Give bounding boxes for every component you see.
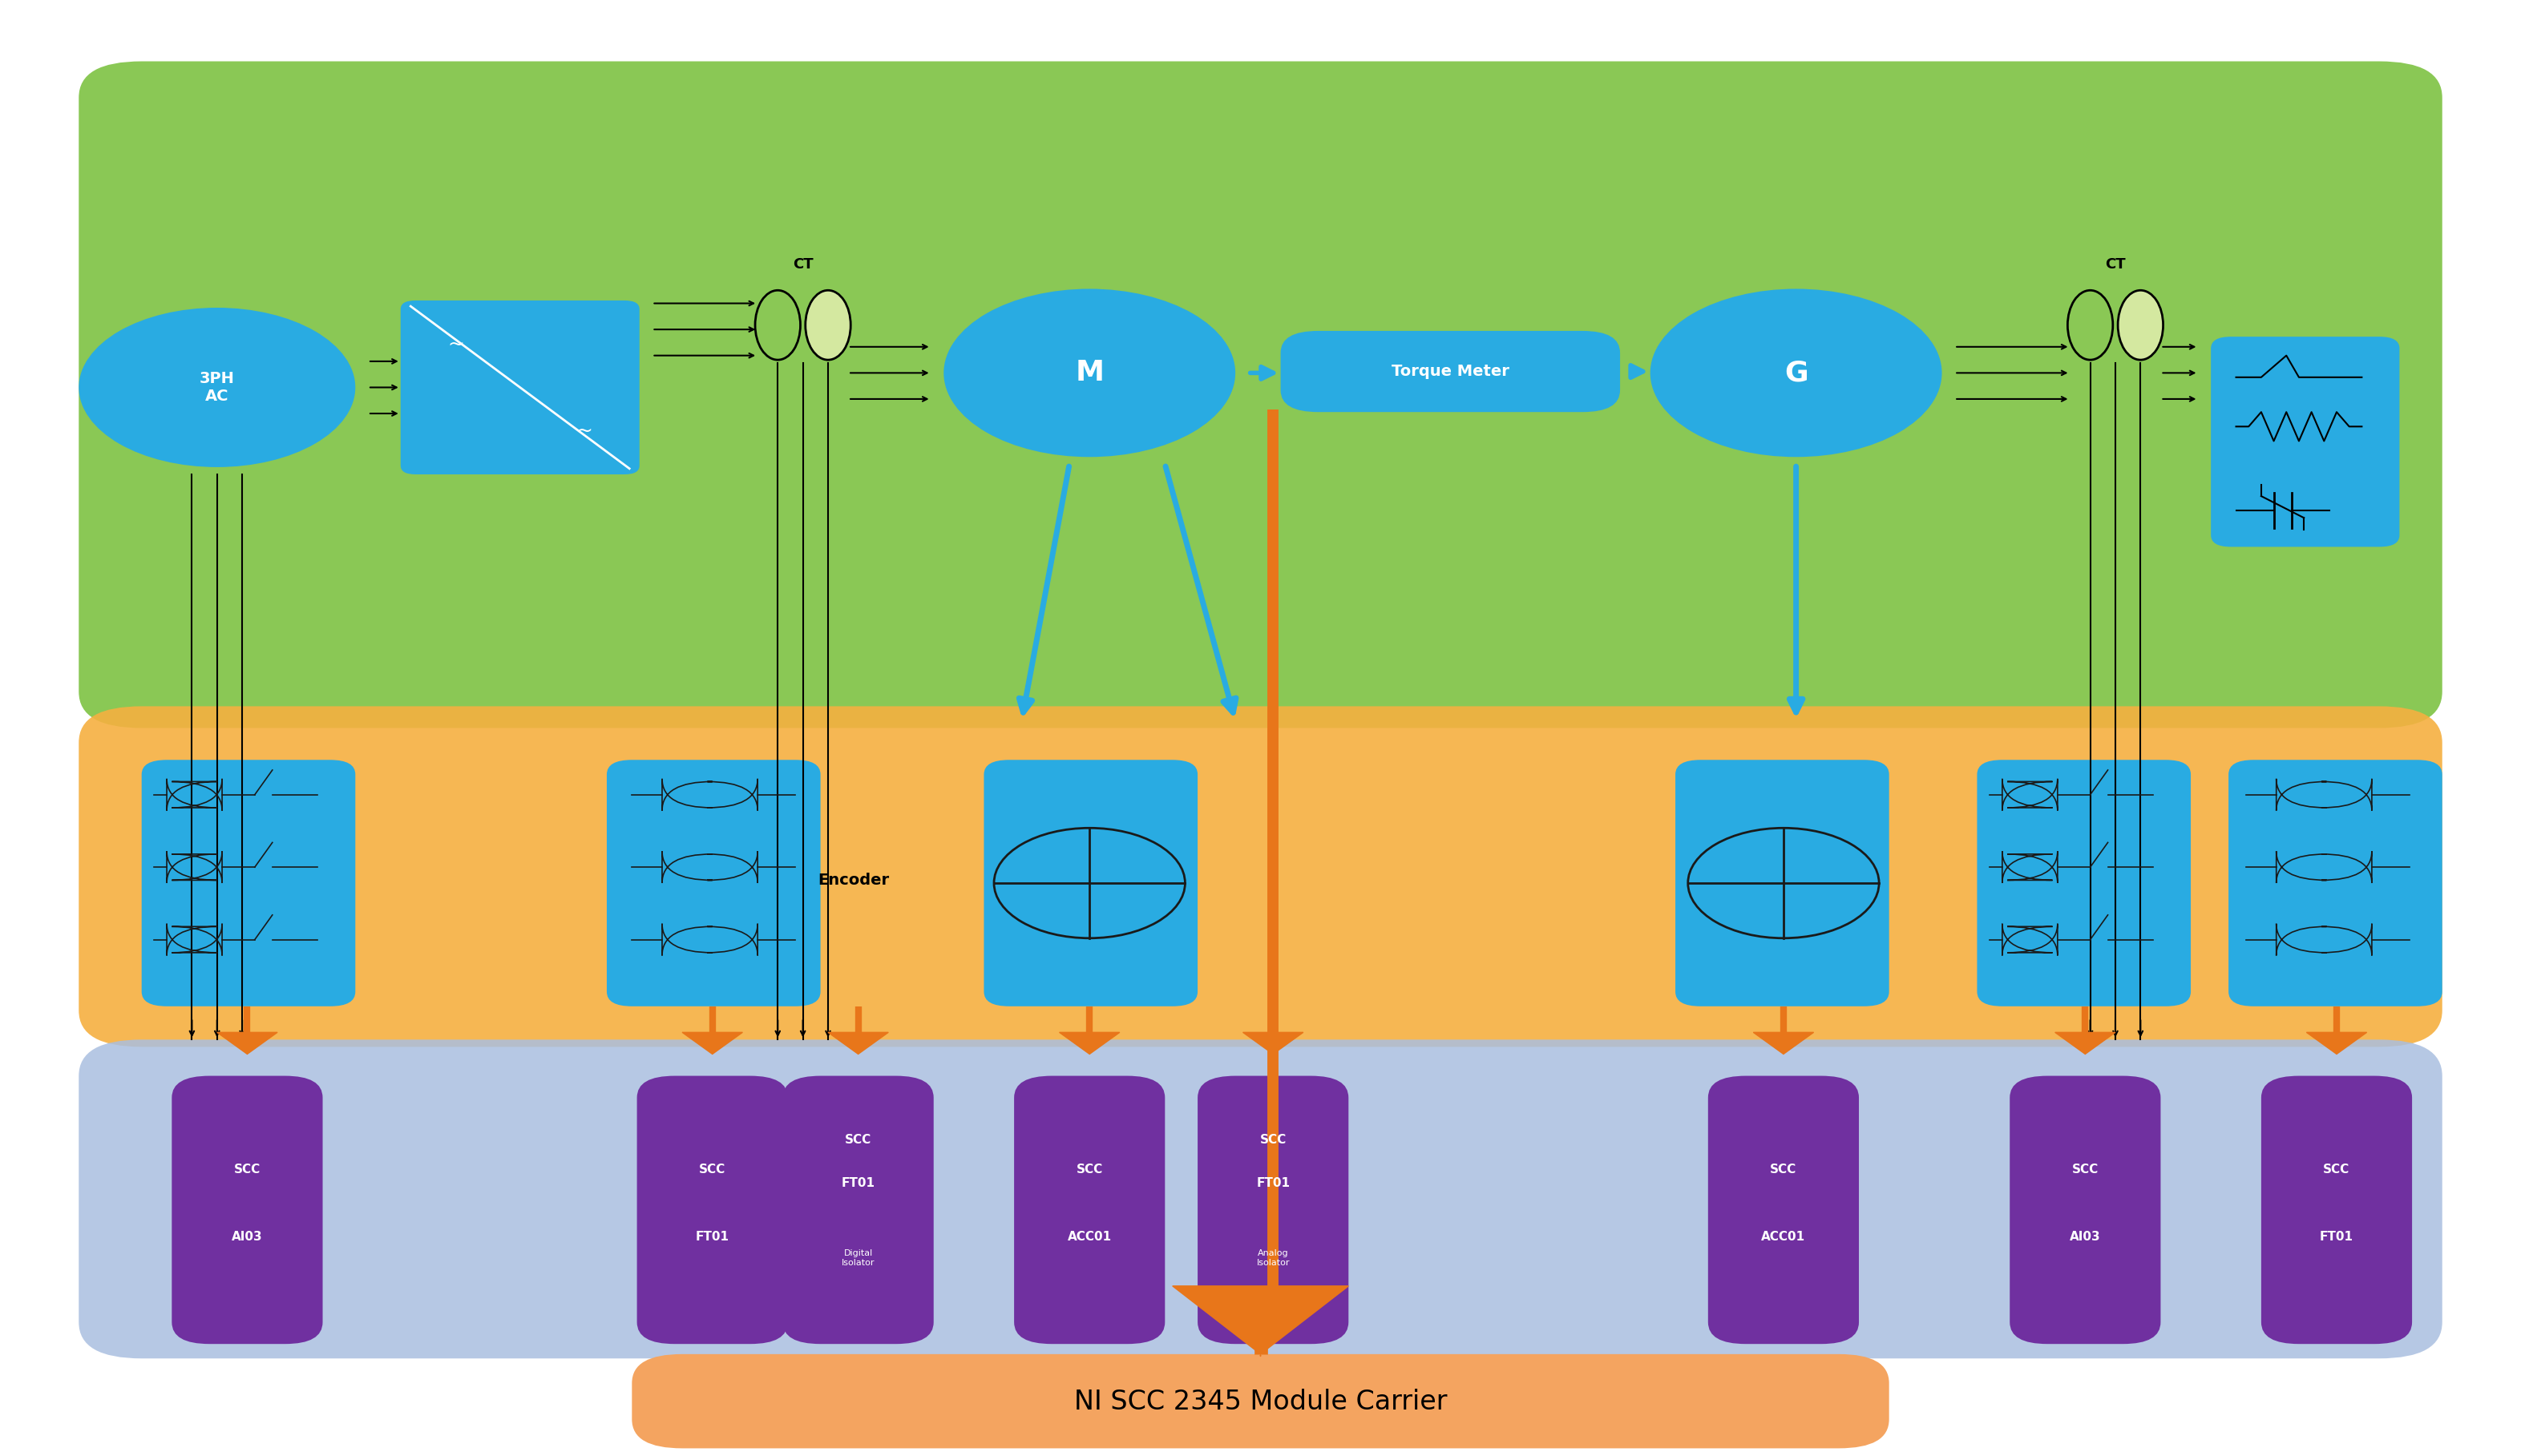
FancyBboxPatch shape (1676, 760, 1888, 1006)
Circle shape (943, 288, 1235, 457)
FancyBboxPatch shape (2009, 1076, 2160, 1344)
Text: SCC: SCC (1770, 1163, 1797, 1175)
Text: ACC01: ACC01 (1066, 1230, 1112, 1243)
Polygon shape (217, 1032, 277, 1054)
Text: ACC01: ACC01 (1762, 1230, 1805, 1243)
FancyBboxPatch shape (171, 1076, 323, 1344)
Polygon shape (1172, 1286, 1349, 1354)
Polygon shape (1752, 1032, 1813, 1054)
Text: G: G (1785, 360, 1808, 386)
FancyBboxPatch shape (78, 1040, 2443, 1358)
FancyBboxPatch shape (1197, 1076, 1349, 1344)
Text: SCC: SCC (1076, 1163, 1102, 1175)
Polygon shape (1243, 1032, 1303, 1054)
FancyBboxPatch shape (1281, 331, 1621, 412)
Text: Torque Meter: Torque Meter (1392, 364, 1510, 379)
Text: ~: ~ (449, 335, 464, 354)
Polygon shape (2055, 1032, 2115, 1054)
Text: CT: CT (2105, 258, 2125, 271)
Text: Digital
Isolator: Digital Isolator (842, 1249, 875, 1267)
Circle shape (1651, 288, 1941, 457)
FancyBboxPatch shape (141, 760, 355, 1006)
Polygon shape (683, 1032, 744, 1054)
Polygon shape (1059, 1032, 1119, 1054)
Text: FT01: FT01 (2319, 1230, 2355, 1243)
FancyBboxPatch shape (1709, 1076, 1858, 1344)
Text: SCC: SCC (698, 1163, 726, 1175)
Text: SCC: SCC (2072, 1163, 2097, 1175)
FancyBboxPatch shape (78, 706, 2443, 1047)
Text: Encoder: Encoder (817, 872, 890, 888)
Text: SCC: SCC (845, 1134, 872, 1146)
FancyBboxPatch shape (2261, 1076, 2413, 1344)
FancyBboxPatch shape (983, 760, 1197, 1006)
Polygon shape (2307, 1032, 2367, 1054)
Text: CT: CT (792, 258, 814, 271)
FancyBboxPatch shape (2211, 336, 2400, 547)
Ellipse shape (804, 290, 850, 360)
Text: M: M (1074, 360, 1104, 386)
FancyBboxPatch shape (401, 300, 640, 475)
FancyBboxPatch shape (2229, 760, 2443, 1006)
Text: Analog
Isolator: Analog Isolator (1255, 1249, 1291, 1267)
Text: ~: ~ (575, 421, 592, 441)
Ellipse shape (2118, 290, 2163, 360)
Polygon shape (827, 1032, 887, 1054)
FancyBboxPatch shape (633, 1354, 1888, 1449)
Text: 3PH
AC: 3PH AC (199, 371, 234, 403)
FancyBboxPatch shape (638, 1076, 787, 1344)
Text: SCC: SCC (234, 1163, 260, 1175)
Text: SCC: SCC (2324, 1163, 2350, 1175)
FancyBboxPatch shape (78, 61, 2443, 728)
Text: FT01: FT01 (696, 1230, 729, 1243)
FancyBboxPatch shape (1013, 1076, 1165, 1344)
FancyBboxPatch shape (1976, 760, 2191, 1006)
Text: FT01: FT01 (1255, 1176, 1291, 1190)
Text: AI03: AI03 (2070, 1230, 2100, 1243)
Text: FT01: FT01 (842, 1176, 875, 1190)
FancyBboxPatch shape (784, 1076, 933, 1344)
Text: SCC: SCC (1260, 1134, 1286, 1146)
FancyBboxPatch shape (608, 760, 819, 1006)
Text: NI SCC 2345 Module Carrier: NI SCC 2345 Module Carrier (1074, 1389, 1447, 1415)
Text: AI03: AI03 (232, 1230, 262, 1243)
Circle shape (78, 307, 355, 467)
